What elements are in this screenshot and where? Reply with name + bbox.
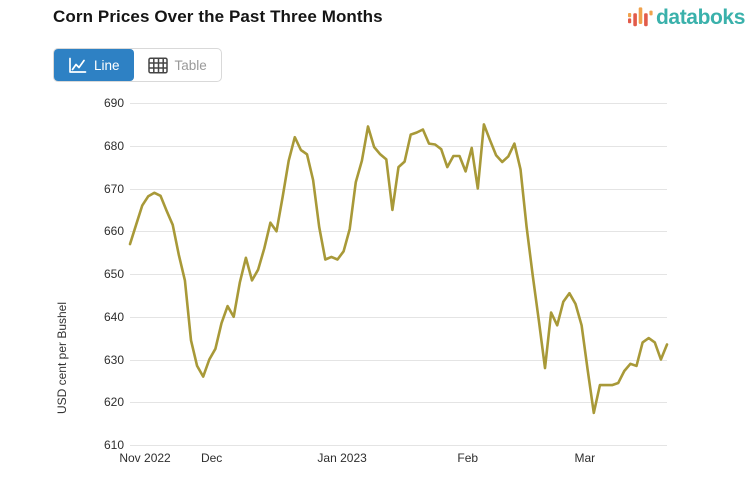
gridline: [130, 103, 667, 104]
y-tick-label: 680: [103, 138, 124, 153]
corn-price-series: [128, 123, 669, 415]
databoks-bars-icon: [628, 7, 653, 27]
gridline: [130, 145, 667, 147]
databoks-logo[interactable]: databoks: [628, 5, 745, 31]
line-view-label: Line: [94, 57, 120, 73]
y-tick-label: 650: [103, 267, 124, 281]
x-tick-label: Nov 2022: [119, 451, 171, 465]
page-title: Corn Prices Over the Past Three Months: [53, 7, 383, 26]
line-chart-icon: [69, 57, 87, 73]
databoks-logo-text: databoks: [656, 6, 745, 29]
line-view-button[interactable]: Line: [54, 49, 134, 81]
y-tick-label: 610: [103, 438, 124, 452]
y-tick-label: 660: [103, 224, 124, 239]
x-tick-label: Dec: [200, 451, 223, 465]
y-tick-label: 690: [103, 96, 124, 110]
corn-price-line-chart: USD cent per Bushel 690 680 670 660 650 640 63…: [0, 88, 753, 488]
gridline: [130, 316, 667, 318]
x-tick-label: Feb: [457, 451, 479, 465]
gridline: [130, 188, 667, 190]
table-view-button[interactable]: Table: [134, 49, 221, 81]
table-icon: [147, 56, 168, 74]
gridline: [130, 274, 667, 275]
y-tick-label: 640: [103, 309, 124, 324]
gridline: [130, 402, 667, 404]
y-tick-label: 630: [103, 352, 124, 367]
table-view-label: Table: [174, 57, 207, 73]
y-tick-label: 670: [103, 181, 124, 196]
x-tick-label: Jan 2023: [317, 451, 367, 465]
view-toggle-group: Line Table: [53, 48, 222, 82]
gridline: [130, 359, 667, 361]
x-tick-label: Mar: [574, 451, 596, 465]
gridline: [130, 445, 667, 446]
gridline: [130, 231, 667, 233]
y-tick-label: 620: [103, 395, 124, 410]
